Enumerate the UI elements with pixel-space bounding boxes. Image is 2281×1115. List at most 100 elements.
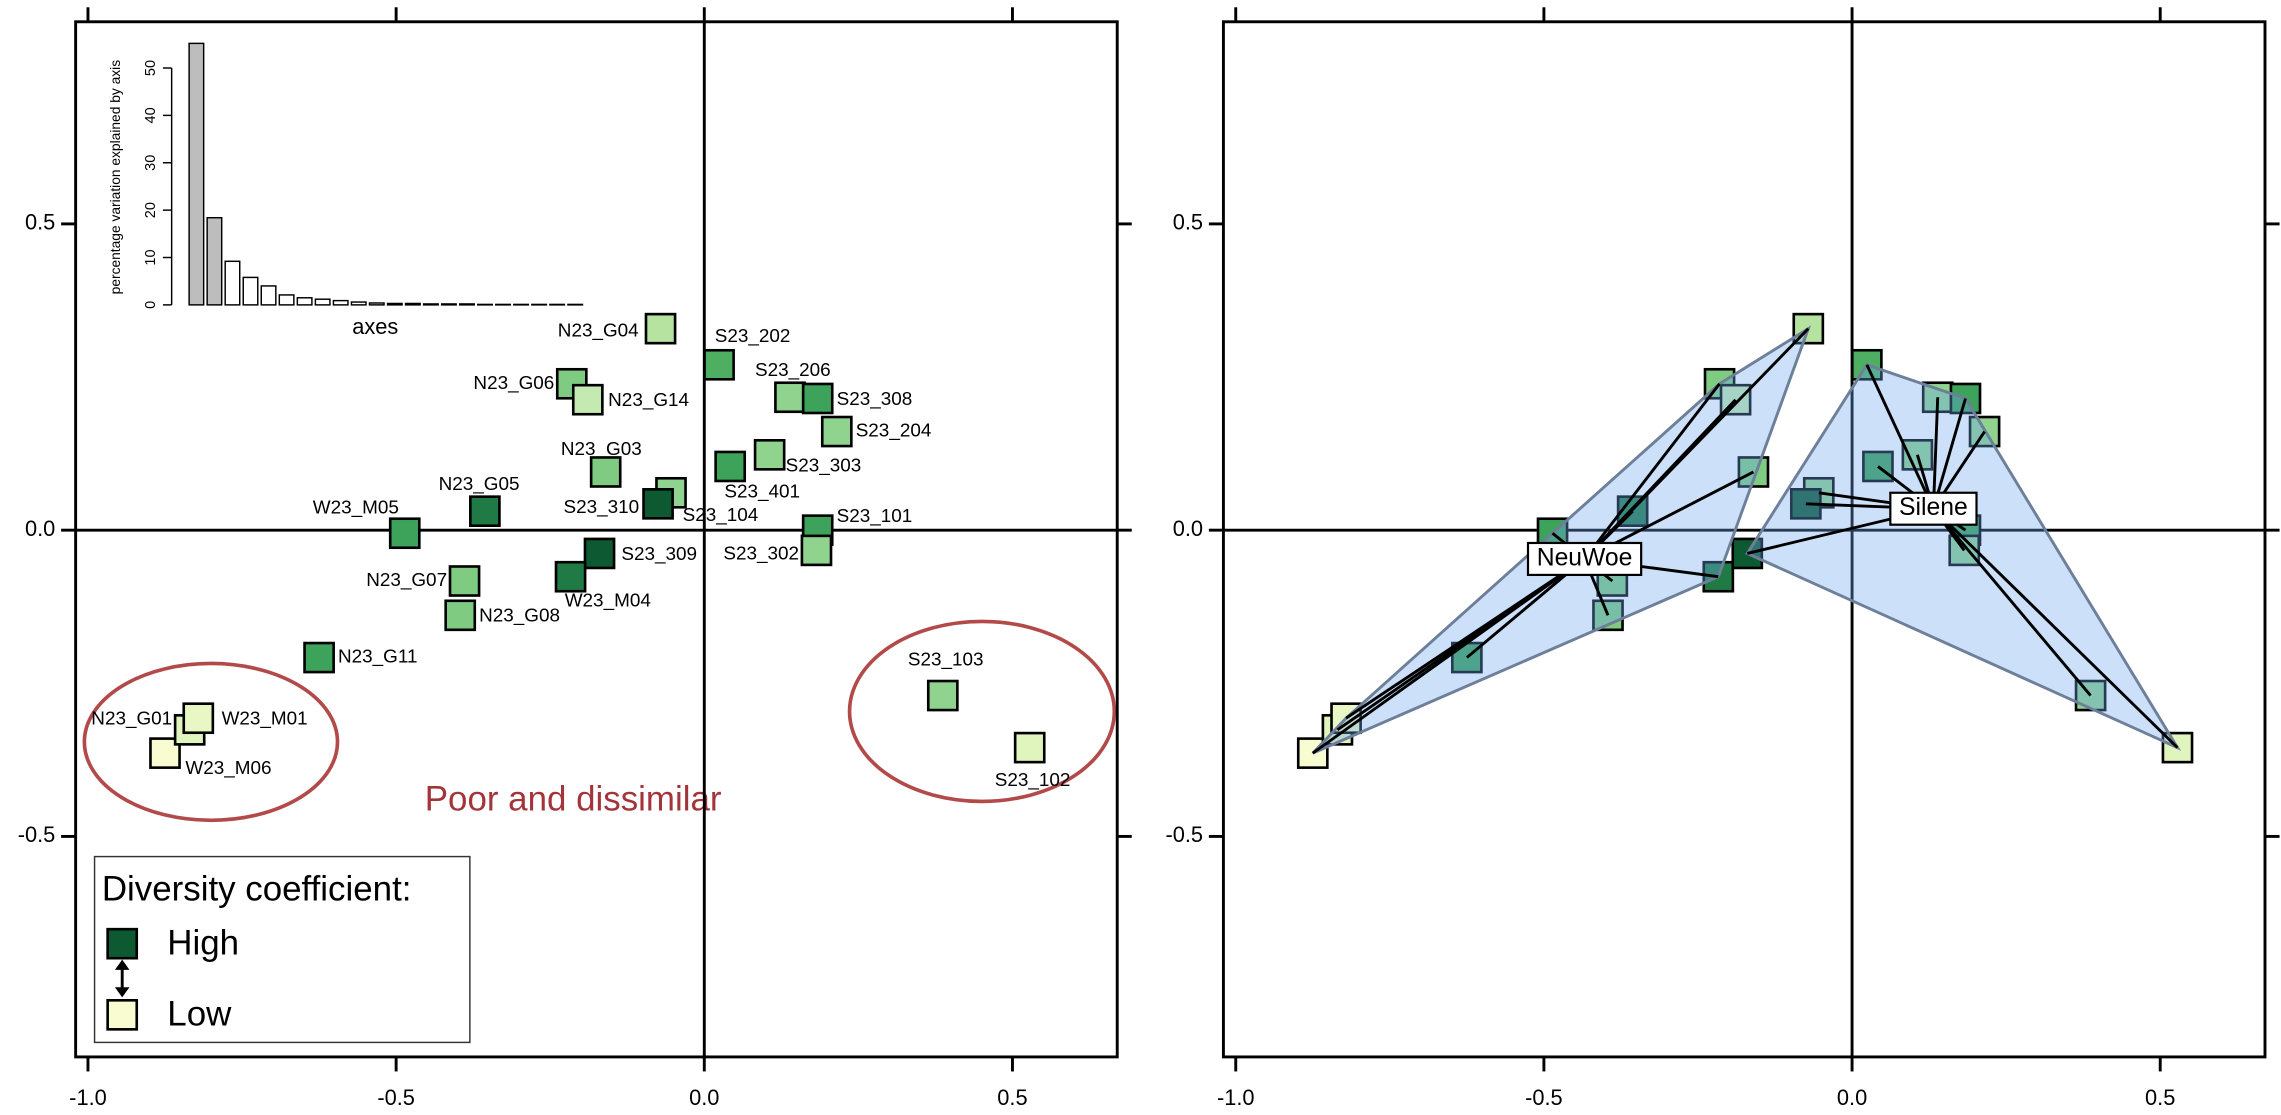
centroid-link [1345,557,1586,720]
legend-title: Diversity coefficient: [102,870,412,909]
point [448,565,481,597]
point [926,679,959,712]
point-label: S23_308 [837,389,913,410]
point-label: N23_G06 [473,373,554,394]
point [714,450,747,483]
point [820,415,853,448]
legend-label: Low [167,995,232,1034]
inset-bar [422,303,439,306]
point-label: N23_G03 [561,439,642,460]
legend-label: High [167,923,239,962]
point [583,537,616,570]
x-tick-label: -0.5 [377,1085,415,1110]
group-label: Silene [1899,494,1968,521]
y-tick-label: 0.0 [25,516,55,541]
point-label: S23_206 [755,360,831,381]
inset-bar [188,42,205,306]
point [801,382,834,415]
point [753,439,786,471]
point [571,383,604,416]
point-label: S23_104 [683,505,759,526]
point-label: N23_G08 [479,606,560,627]
inset-bar [458,303,475,306]
plot-frame [1221,20,2267,1059]
centroid-box [1526,541,1643,577]
point-label: S23_303 [786,455,862,476]
centroid-link [1865,364,1935,510]
inset-bar [314,298,331,306]
centroid-link [1931,397,1940,509]
inset-bar [386,302,403,306]
group-label: NeuWoe [1537,544,1633,571]
point [303,641,335,674]
point-label: N23_G07 [366,570,447,591]
y-tick-label: 0.5 [25,210,55,235]
point-label: S23_101 [837,506,913,527]
point [554,560,587,593]
point [800,534,833,567]
y-tick-label: -0.5 [1165,822,1203,847]
highlight-ellipse [82,661,340,823]
x-tick-label: 0.5 [997,1085,1027,1110]
x-tick-label: -0.5 [1525,1085,1563,1110]
inset-bar [242,276,259,306]
x-tick-label: 0.5 [2145,1085,2175,1110]
point-label: S23_309 [621,544,697,565]
point [469,495,501,528]
point-label: W23_M01 [222,709,308,730]
y-tick-label: 0.5 [1173,210,1203,235]
point [444,599,477,632]
inset-bar [296,297,313,306]
centroid-box [1889,491,1978,526]
inset-x-label: axes [352,314,398,339]
y-tick-label: -0.5 [18,822,56,847]
group-hull [1745,363,2182,751]
x-tick-label: -1.0 [1217,1085,1255,1110]
inset-y-tick-label: 10 [143,249,159,265]
inset-y-tick-label: 0 [143,301,159,309]
inset-bar [350,301,367,306]
inset-bar [368,302,385,306]
point [642,488,674,520]
point-label: N23_G11 [338,647,417,668]
inset-y-tick-label: 40 [143,107,159,123]
x-tick-label: 0.0 [689,1085,719,1110]
centroid-link [1583,382,1721,560]
point [703,348,735,381]
inset-bar [224,260,241,306]
point [774,381,806,414]
point-label: S23_310 [564,497,640,518]
point [388,517,421,550]
point-label: S23_401 [724,482,800,503]
inset-bar [260,285,277,306]
inset-bar [440,303,457,306]
point-label: S23_103 [908,650,984,671]
inset-bar [278,294,295,306]
inset-y-label: percentage variation explained by axis [108,60,123,295]
point-label: S23_302 [723,544,799,565]
highlight-ellipse [847,619,1117,804]
point-label: W23_M06 [185,758,271,779]
point [182,702,215,735]
point-label: N23_G05 [439,474,520,495]
point-label: S23_102 [995,770,1071,791]
annotation: Poor and dissimilar [425,780,722,819]
x-tick-label: 0.0 [1837,1085,1867,1110]
point [644,312,677,345]
x-tick-label: -1.0 [69,1085,107,1110]
y-tick-label: 0.0 [1173,516,1203,541]
legend-swatch [106,927,139,960]
point [589,456,622,488]
point-label: S23_204 [856,421,932,442]
point-label: W23_M04 [565,590,651,611]
legend-arrowheads [114,959,130,998]
plot-frame [74,20,1119,1059]
point-label: N23_G04 [558,321,639,342]
inset-bar [332,299,349,306]
inset-y-tick-label: 30 [143,155,159,171]
inset-y-tick-label: 50 [143,60,159,76]
inset-bar [404,302,421,306]
centroid-link [1932,507,2179,749]
centroid-link [1932,507,2092,697]
